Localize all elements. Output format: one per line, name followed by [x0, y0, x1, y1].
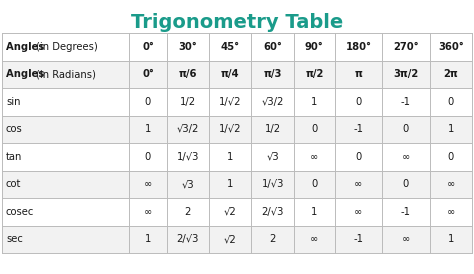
- Text: 0: 0: [311, 124, 318, 134]
- Text: (in Degrees): (in Degrees): [36, 42, 98, 52]
- Text: 0: 0: [403, 124, 409, 134]
- Text: Angles: Angles: [6, 42, 48, 52]
- Text: ∞: ∞: [354, 207, 363, 217]
- Text: 2: 2: [270, 234, 276, 244]
- Bar: [2, 143, 472, 170]
- Text: 45°: 45°: [221, 42, 240, 52]
- Text: ∞: ∞: [354, 179, 363, 189]
- Text: π: π: [355, 69, 363, 79]
- Text: 1: 1: [227, 152, 234, 162]
- Text: -1: -1: [354, 234, 364, 244]
- Bar: [2, 116, 472, 143]
- Text: 2π: 2π: [443, 69, 458, 79]
- Text: 3π/2: 3π/2: [393, 69, 419, 79]
- Text: 2/√3: 2/√3: [262, 207, 284, 217]
- Text: 0: 0: [356, 152, 362, 162]
- Text: 1/√3: 1/√3: [262, 179, 284, 189]
- Text: sin: sin: [6, 97, 20, 107]
- Text: 1: 1: [447, 124, 454, 134]
- Text: 1/√2: 1/√2: [219, 124, 242, 134]
- Text: ∞: ∞: [401, 234, 410, 244]
- Text: √3: √3: [266, 152, 279, 162]
- Text: ∞: ∞: [447, 179, 455, 189]
- Text: 0: 0: [145, 152, 151, 162]
- Bar: [2, 170, 472, 198]
- Text: -1: -1: [354, 124, 364, 134]
- Text: 0: 0: [145, 97, 151, 107]
- Text: 1: 1: [311, 97, 318, 107]
- Text: 30°: 30°: [179, 42, 197, 52]
- Text: √3/2: √3/2: [262, 97, 284, 107]
- Bar: [2, 198, 472, 226]
- Text: 0: 0: [356, 97, 362, 107]
- Text: sec: sec: [6, 234, 23, 244]
- Text: 0°: 0°: [142, 42, 154, 52]
- Text: 1: 1: [447, 234, 454, 244]
- Bar: [2, 61, 472, 88]
- Text: ∞: ∞: [310, 152, 319, 162]
- Text: 1: 1: [227, 179, 234, 189]
- Bar: [2, 88, 472, 116]
- Text: π/6: π/6: [179, 69, 197, 79]
- Text: √3: √3: [182, 179, 194, 189]
- Text: 1: 1: [311, 207, 318, 217]
- Text: 1/√2: 1/√2: [219, 97, 242, 107]
- Text: tan: tan: [6, 152, 22, 162]
- Text: 0°: 0°: [142, 69, 154, 79]
- Text: 0: 0: [447, 152, 454, 162]
- Text: π/3: π/3: [264, 69, 282, 79]
- Text: √3/2: √3/2: [177, 124, 199, 134]
- Text: 1/2: 1/2: [264, 124, 281, 134]
- Text: π/2: π/2: [305, 69, 324, 79]
- Text: 0: 0: [447, 97, 454, 107]
- Text: √2: √2: [224, 234, 237, 244]
- Text: 0: 0: [403, 179, 409, 189]
- Text: 1/√3: 1/√3: [177, 152, 199, 162]
- Text: cos: cos: [6, 124, 23, 134]
- Text: π/4: π/4: [221, 69, 239, 79]
- Text: √2: √2: [224, 207, 237, 217]
- Text: 60°: 60°: [263, 42, 282, 52]
- Text: Trigonometry Table: Trigonometry Table: [131, 13, 343, 32]
- Text: 1/2: 1/2: [180, 97, 196, 107]
- Text: 1: 1: [145, 124, 151, 134]
- Text: 270°: 270°: [393, 42, 419, 52]
- Text: -1: -1: [401, 207, 411, 217]
- Text: cot: cot: [6, 179, 21, 189]
- Text: ∞: ∞: [401, 152, 410, 162]
- Text: 2: 2: [185, 207, 191, 217]
- Text: ∞: ∞: [144, 179, 152, 189]
- Text: 1: 1: [145, 234, 151, 244]
- Text: -1: -1: [401, 97, 411, 107]
- Text: ∞: ∞: [310, 234, 319, 244]
- Bar: [2, 226, 472, 253]
- Text: cosec: cosec: [6, 207, 35, 217]
- Text: 180°: 180°: [346, 42, 372, 52]
- Text: (in Radians): (in Radians): [36, 69, 96, 79]
- Text: Angles: Angles: [6, 69, 48, 79]
- Text: 0: 0: [311, 179, 318, 189]
- Text: 90°: 90°: [305, 42, 324, 52]
- Text: 360°: 360°: [438, 42, 464, 52]
- Text: ∞: ∞: [144, 207, 152, 217]
- Text: 2/√3: 2/√3: [177, 234, 199, 244]
- Text: ∞: ∞: [447, 207, 455, 217]
- Bar: [2, 33, 472, 61]
